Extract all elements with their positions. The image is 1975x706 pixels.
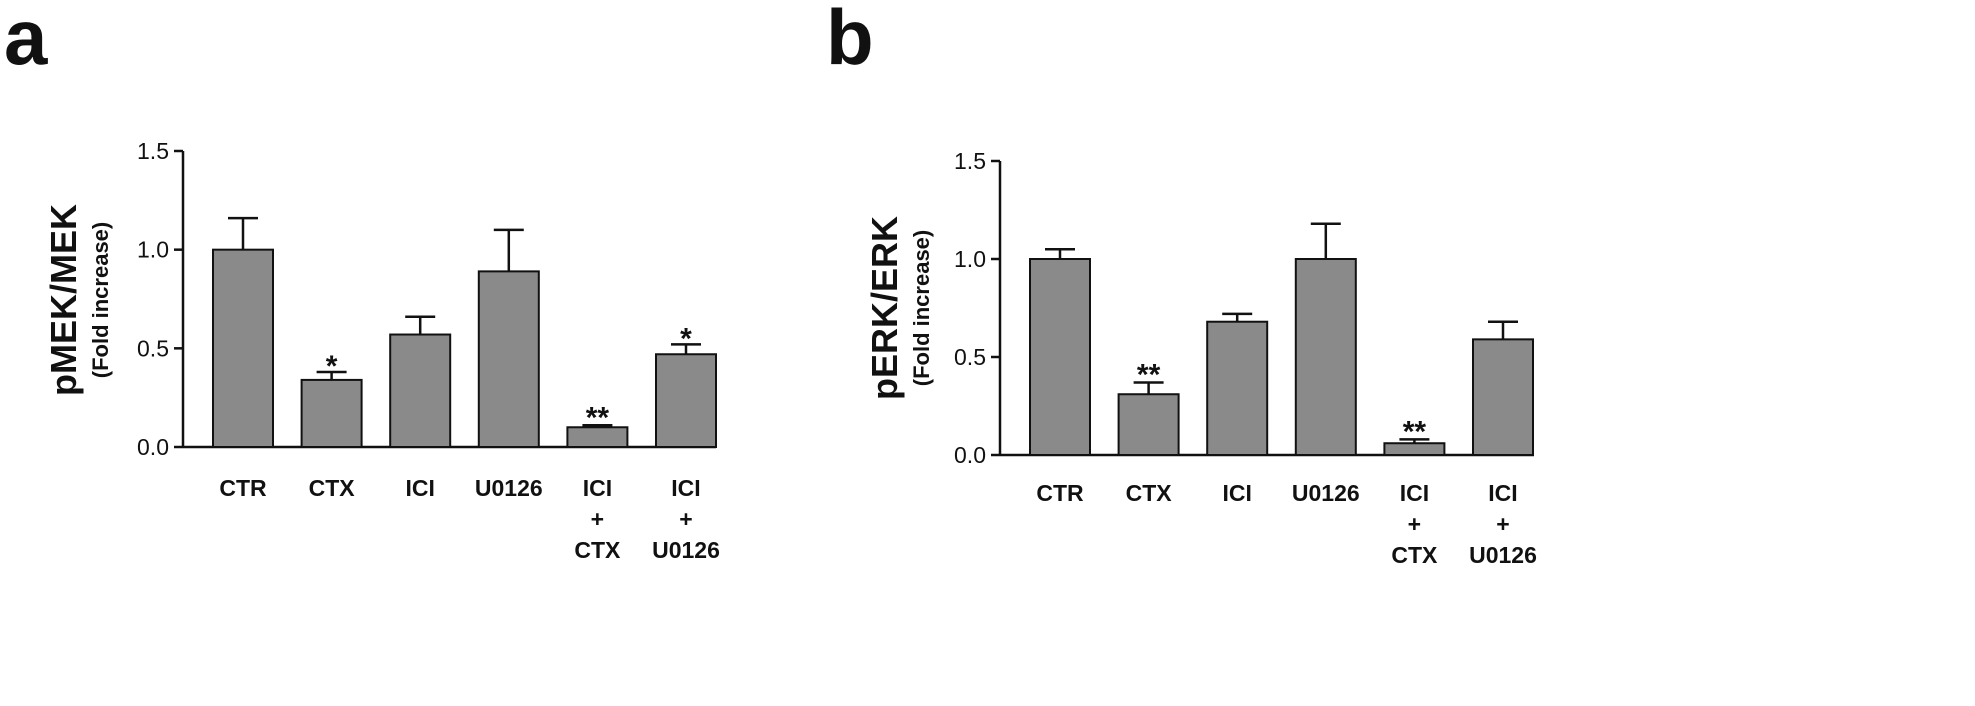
panel-b-category-label: ICI	[1488, 480, 1517, 506]
panel-a-ytick-label: 1.0	[137, 237, 169, 263]
panel-a-ylabel: pMEK/MEK (Fold increase)	[43, 204, 113, 396]
panel-a-category-label: ICI	[583, 475, 612, 501]
panel-b-ylabel-sub: (Fold increase)	[909, 230, 934, 386]
panel-b-bar	[1472, 338, 1534, 456]
panel-a-significance-label: *	[680, 322, 692, 355]
panel-a-ylabel-sub: (Fold increase)	[88, 222, 113, 378]
panel-b-bar	[1117, 393, 1180, 456]
panel-b-ylabel: pERK/ERK (Fold increase)	[864, 216, 934, 400]
panel-a-category-label: ICI	[671, 475, 700, 501]
panel-a-ylabel-main: pMEK/MEK	[43, 204, 84, 396]
panel-b-category-label: +	[1496, 511, 1509, 537]
panel-b-ylabel-main: pERK/ERK	[864, 216, 905, 400]
panel-a-bar	[300, 378, 363, 449]
panel-b-category-label: ICI	[1400, 480, 1429, 506]
panel-a-significance-label: **	[586, 401, 610, 434]
panel-b-bar	[1383, 442, 1446, 456]
panel-b-letter: b	[826, 0, 874, 81]
panel-b-ytick-label: 0.0	[954, 442, 986, 468]
panel-b-plot: 0.0 0.5 1.0 1.5 CTR ** CTX ICI U0126 ** ICI + CTX ICI…	[954, 148, 1537, 568]
panel-b-ytick-label: 1.5	[954, 148, 986, 174]
panel-b-bar	[1294, 258, 1357, 456]
panel-a-ytick-label: 0.5	[137, 335, 169, 361]
panel-b-bar	[1206, 320, 1269, 456]
panel-b-category-label: CTX	[1126, 480, 1173, 506]
panel-b-category-label: U0126	[1469, 542, 1537, 568]
panel-b-category-label: ICI	[1223, 480, 1252, 506]
panel-b-category-label: +	[1408, 511, 1421, 537]
panel-a-bar	[212, 248, 274, 448]
panel-a-category-label: ICI	[406, 475, 435, 501]
panel-b-category-label: CTR	[1036, 480, 1084, 506]
panel-a-category-label: +	[591, 506, 604, 532]
panel-b: b pERK/ERK (Fold increase) 0.0 0.5 1.0 1.5 C…	[826, 0, 1537, 568]
panel-a-bar	[655, 353, 717, 448]
panel-b-category-label: CTX	[1391, 542, 1438, 568]
panel-a-category-label: CTX	[309, 475, 356, 501]
panel-a-category-label: +	[679, 506, 692, 532]
panel-a-significance-label: *	[326, 350, 338, 383]
panel-b-significance-label: **	[1403, 415, 1427, 448]
panel-a-category-label: U0126	[475, 475, 543, 501]
panel-b-significance-label: **	[1137, 358, 1161, 391]
panel-b-ytick-label: 1.0	[954, 246, 986, 272]
panel-a-category-label: U0126	[652, 537, 720, 563]
panel-a-letter: a	[4, 0, 48, 81]
panel-a-ytick-label: 1.5	[137, 138, 169, 164]
panel-a: a pMEK/MEK (Fold increase) 0.0 0.5 1.0 1.5 C…	[4, 0, 720, 563]
panel-b-ytick-label: 0.5	[954, 344, 986, 370]
panel-a-bar	[477, 270, 540, 448]
panel-a-ytick-label: 0.0	[137, 434, 169, 460]
panel-b-bar	[1029, 258, 1091, 456]
panel-a-bar	[389, 333, 452, 448]
panel-a-category-label: CTR	[219, 475, 267, 501]
panel-b-category-label: U0126	[1292, 480, 1360, 506]
panel-a-category-label: CTX	[574, 537, 621, 563]
panel-a-bar	[566, 426, 629, 448]
panel-a-plot: 0.0 0.5 1.0 1.5 CTR * CTX ICI U0126 ** ICI + CTX * ICI…	[137, 138, 720, 563]
